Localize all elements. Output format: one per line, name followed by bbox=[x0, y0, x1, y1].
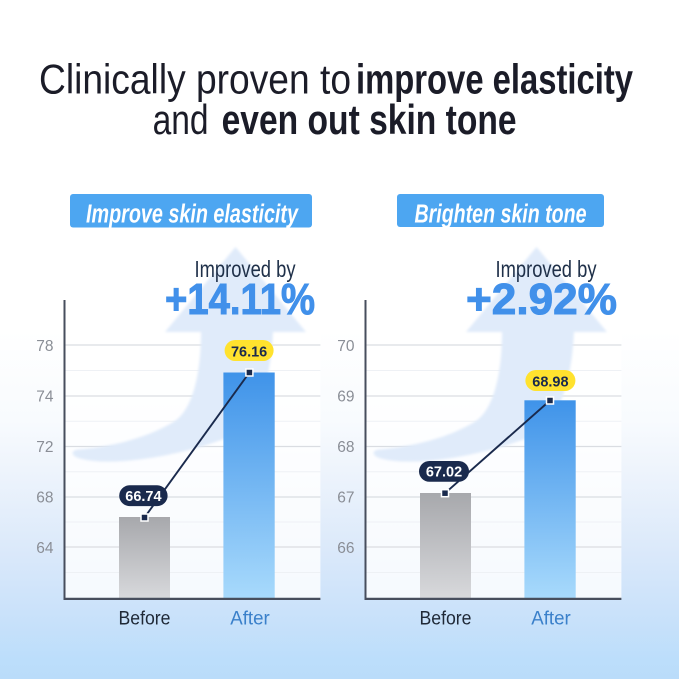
svg-text:and: and bbox=[153, 96, 209, 143]
svg-text:67.02: 67.02 bbox=[426, 465, 462, 481]
svg-text:Improve skin elasticity: Improve skin elasticity bbox=[86, 201, 299, 229]
svg-text:After: After bbox=[531, 608, 571, 630]
svg-text:69: 69 bbox=[337, 389, 354, 406]
svg-text:Clinically proven to: Clinically proven to bbox=[39, 55, 351, 102]
svg-text:76.16: 76.16 bbox=[231, 344, 267, 360]
svg-text:70: 70 bbox=[337, 338, 355, 355]
svg-text:+2.92%: +2.92% bbox=[466, 275, 617, 324]
svg-text:68: 68 bbox=[36, 490, 53, 507]
svg-text:67: 67 bbox=[337, 490, 354, 507]
svg-text:Before: Before bbox=[119, 608, 171, 630]
svg-text:66: 66 bbox=[337, 540, 354, 557]
svg-text:74: 74 bbox=[36, 389, 54, 406]
svg-text:66.74: 66.74 bbox=[125, 489, 161, 505]
svg-text:Before: Before bbox=[420, 608, 472, 630]
svg-text:improve elasticity: improve elasticity bbox=[356, 55, 633, 102]
svg-text:+14.11%: +14.11% bbox=[165, 275, 315, 324]
svg-text:After: After bbox=[230, 608, 270, 630]
svg-text:Improved by: Improved by bbox=[496, 256, 597, 282]
svg-text:78: 78 bbox=[36, 338, 53, 355]
svg-text:72: 72 bbox=[36, 439, 53, 456]
svg-text:Brighten skin tone: Brighten skin tone bbox=[415, 201, 587, 229]
svg-text:68.98: 68.98 bbox=[532, 374, 568, 390]
svg-text:even out skin tone: even out skin tone bbox=[222, 96, 517, 143]
svg-text:Improved by: Improved by bbox=[195, 256, 296, 282]
svg-text:64: 64 bbox=[36, 540, 54, 557]
svg-text:68: 68 bbox=[337, 439, 354, 456]
